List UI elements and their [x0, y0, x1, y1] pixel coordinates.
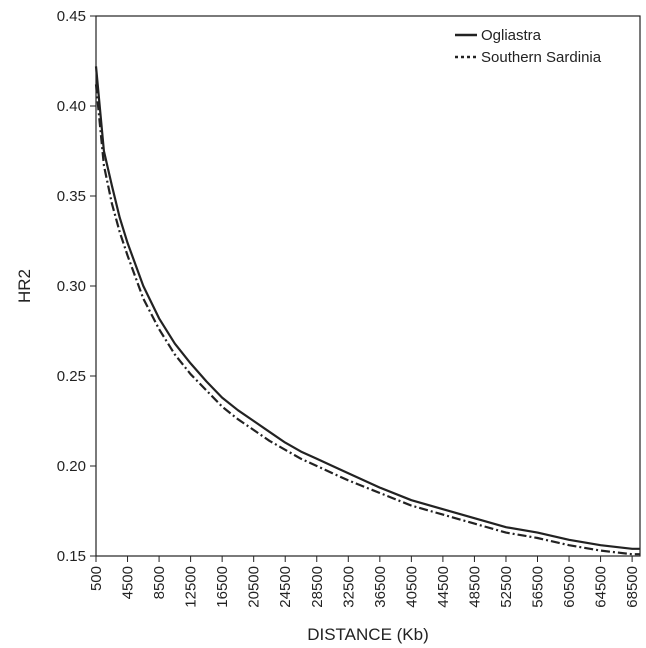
y-tick-label: 0.45: [57, 8, 86, 25]
x-tick-label: 8500: [151, 566, 168, 599]
y-tick-label: 0.15: [57, 548, 86, 565]
x-tick-label: 48500: [466, 566, 483, 608]
x-tick-label: 500: [88, 566, 105, 591]
legend-label: Southern Sardinia: [481, 49, 602, 66]
x-tick-label: 44500: [435, 566, 452, 608]
legend-label: Ogliastra: [481, 27, 542, 44]
series-layer: [94, 66, 640, 556]
y-axis-title: HR2: [15, 269, 34, 303]
x-tick-label: 56500: [530, 566, 547, 608]
x-tick-label: 52500: [498, 566, 515, 608]
x-tick-label: 12500: [183, 566, 200, 608]
y-tick-label: 0.30: [57, 278, 86, 295]
x-tick-label: 28500: [309, 566, 326, 608]
y-tick-label: 0.35: [57, 188, 86, 205]
plot-area-frame: [95, 15, 641, 557]
x-tick-label: 68500: [624, 566, 641, 608]
x-tick-label: 32500: [340, 566, 357, 608]
y-axis-ticks: 0.15 0.20 0.25 0.30 0.35 0.40 0.45: [57, 8, 96, 565]
x-tick-label: 16500: [214, 566, 231, 608]
x-tick-label: 36500: [372, 566, 389, 608]
x-axis-title: DISTANCE (Kb): [307, 625, 429, 644]
x-tick-label: 64500: [593, 566, 610, 608]
x-axis-ticks: 500 4500 8500 12500 16500 20500 24500 28500 3250…: [88, 556, 641, 608]
series-line-1: [94, 66, 640, 550]
y-tick-label: 0.40: [57, 98, 86, 115]
y-tick-label: 0.20: [57, 458, 86, 475]
x-tick-label: 24500: [277, 566, 294, 608]
series-line-2: [94, 84, 640, 556]
y-tick-label: 0.25: [57, 368, 86, 385]
legend: Ogliastra Southern Sardinia: [455, 27, 602, 66]
x-tick-label: 40500: [403, 566, 420, 608]
x-tick-label: 20500: [246, 566, 263, 608]
x-tick-label: 60500: [561, 566, 578, 608]
x-tick-label: 4500: [120, 566, 137, 599]
